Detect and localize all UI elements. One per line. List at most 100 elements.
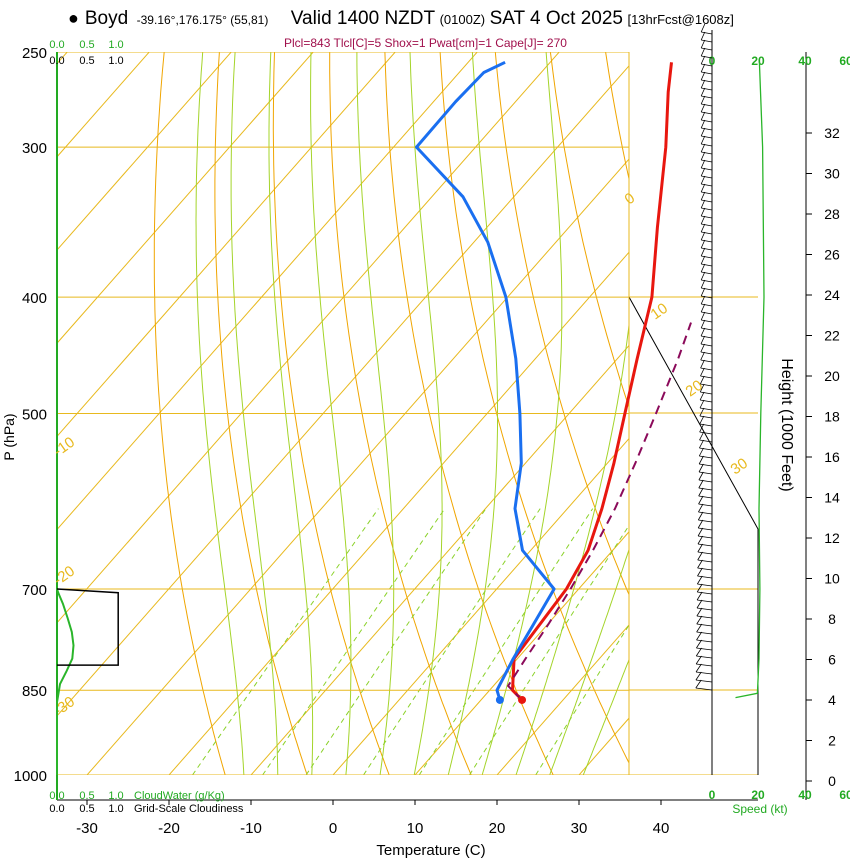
- speed-scale-bottom: 60: [839, 788, 850, 802]
- parcel-path-line: [507, 322, 692, 701]
- isotherm-line: [57, 52, 478, 531]
- moist-adiabat-line: [549, 548, 629, 775]
- cloud-water-label: CloudWater (g/Kg): [134, 790, 225, 802]
- dry-adiabat-line: [214, 52, 308, 775]
- dry-adiabat-line: [153, 52, 226, 775]
- wind-barb-flag: [700, 239, 706, 249]
- wind-barb-flag: [699, 423, 705, 433]
- wind-barb-flag: [697, 535, 703, 545]
- wind-barb: [696, 615, 713, 619]
- isotherm-label: 30: [728, 455, 751, 478]
- wind-barb: [695, 671, 713, 675]
- wind-barb: [699, 431, 713, 435]
- moist-adiabat-line: [515, 320, 629, 775]
- wind-barb: [701, 327, 713, 331]
- x-tick-label: 40: [653, 820, 670, 837]
- wind-barb-flag: [697, 559, 703, 569]
- dry-adiabat-line: [799, 0, 850, 800]
- wind-barb: [701, 111, 713, 115]
- wind-barb-flag: [700, 103, 706, 113]
- wind-barb: [699, 415, 713, 419]
- wind-barb: [699, 455, 713, 459]
- wind-barb: [698, 503, 713, 507]
- isotherm-line: [57, 52, 68, 65]
- isotherm-line: [639, 0, 850, 800]
- wind-barb: [701, 143, 713, 147]
- wind-barb: [701, 103, 713, 107]
- wind-speed-line: [735, 62, 765, 699]
- height-tick-label: 12: [824, 530, 840, 546]
- pressure-tick-label: 250: [22, 45, 47, 62]
- wind-barb: [701, 127, 713, 131]
- dry-adiabat-line: [384, 52, 554, 775]
- wind-barb-flag: [700, 351, 705, 361]
- wind-barb: [701, 183, 713, 187]
- wind-barb: [698, 487, 713, 491]
- cloudiness-line: [56, 588, 119, 666]
- surface-dewpoint-marker: [495, 695, 504, 704]
- cloudiness-scale-top: 0.0: [49, 55, 64, 67]
- wind-barb-flag: [698, 479, 704, 489]
- wind-barb-flag: [697, 575, 703, 585]
- station-name: Boyd: [84, 8, 129, 29]
- wind-barb-flag: [700, 111, 706, 121]
- wind-barb: [701, 31, 713, 35]
- isotherm-line: [414, 531, 629, 775]
- valid-date: SAT 4 Oct 2025: [489, 8, 623, 29]
- speed-scale-top: 40: [798, 54, 812, 68]
- cloudiness-scale-bottom: 0.0: [49, 803, 64, 815]
- wind-barb-flag: [700, 207, 706, 217]
- wind-barb: [701, 271, 713, 275]
- cloud-water-scale-bottom: 0.0: [49, 790, 64, 802]
- wind-barb: [701, 263, 713, 267]
- dry-adiabat-line: [696, 0, 850, 800]
- wind-barb-flag: [700, 199, 706, 209]
- wind-barb: [697, 567, 713, 571]
- wind-barb: [701, 55, 713, 59]
- wind-barb-flag: [698, 495, 704, 505]
- mixing-ratio-label: 3: [297, 783, 313, 798]
- height-axis-title: Height (1000 Feet): [778, 358, 795, 491]
- wind-barb: [701, 215, 713, 219]
- pressure-tick-label: 850: [22, 683, 47, 700]
- wind-barb-flag: [700, 39, 706, 49]
- height-tick-label: 18: [824, 409, 840, 425]
- wind-barb-flag: [695, 679, 702, 689]
- wind-barb: [697, 583, 713, 587]
- wind-barb-flag: [698, 503, 704, 513]
- wind-barb-flag: [700, 343, 705, 353]
- dry-adiabat-line: [748, 0, 850, 800]
- wind-barb-flag: [700, 367, 705, 377]
- wind-barb: [699, 463, 713, 467]
- wind-barb: [700, 351, 713, 355]
- isotherm-label: 0: [622, 190, 639, 209]
- isotherm-line: [57, 52, 396, 438]
- moist-adiabat-line: [356, 52, 395, 775]
- height-tick-label: 26: [824, 247, 840, 263]
- wind-barb: [696, 623, 713, 627]
- dewpoint-line: [415, 60, 556, 701]
- mixing-ratio-line: [363, 508, 541, 775]
- wind-barb-flag: [700, 191, 706, 201]
- wind-barb-flag: [700, 135, 706, 145]
- wind-barb: [697, 559, 713, 563]
- x-tick-label: 10: [407, 820, 424, 837]
- y-axis-title: P (hPa): [1, 413, 17, 460]
- height-tick-label: 6: [828, 652, 836, 668]
- isotherm-line: [57, 52, 150, 158]
- moist-adiabat-line: [409, 52, 443, 775]
- wind-barb-flag: [699, 431, 705, 441]
- wind-barb: [696, 663, 713, 667]
- wind-barb-flag: [700, 175, 706, 185]
- wind-barb-flag: [698, 487, 704, 497]
- mixing-ratio-line: [418, 508, 594, 775]
- cloud-water-scale-bottom: 0.5: [79, 790, 94, 802]
- temperature-line: [511, 62, 673, 702]
- valid-time: Valid 1400 NZDT: [290, 8, 436, 29]
- forecast-info: [13hrFcst@1608z]: [627, 12, 734, 27]
- speed-scale-top: 60: [839, 54, 850, 68]
- mixing-ratio-line: [469, 524, 629, 775]
- surface-temperature-marker: [518, 695, 527, 704]
